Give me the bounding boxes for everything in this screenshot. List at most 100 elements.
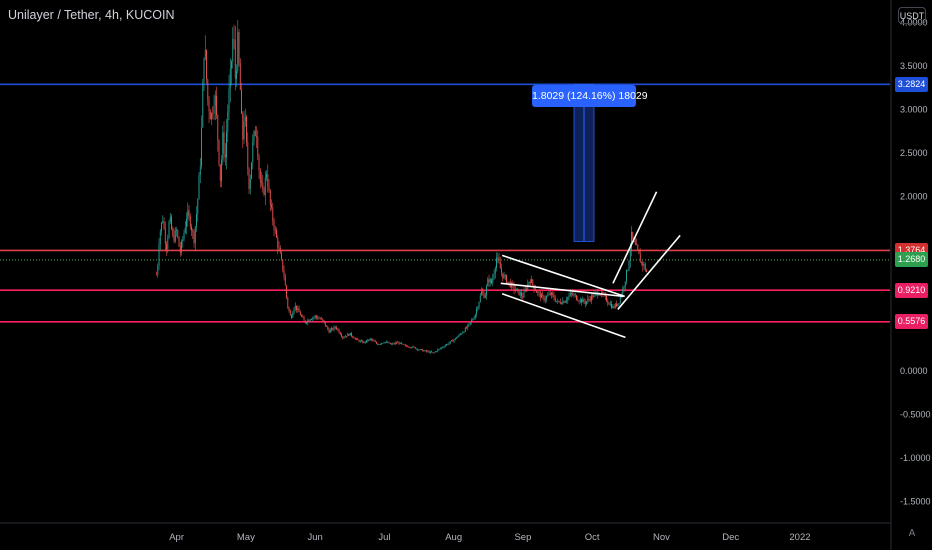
- candle-body: [358, 340, 360, 342]
- candle-body: [407, 346, 409, 348]
- auto-scale-icon[interactable]: A: [908, 528, 916, 539]
- candle-body: [393, 343, 395, 345]
- candle-body: [343, 337, 345, 339]
- candle-body: [188, 210, 190, 217]
- candle-body: [321, 318, 322, 320]
- candle-body: [496, 257, 497, 268]
- x-tick-label: Apr: [169, 532, 184, 543]
- candle-body: [334, 326, 336, 328]
- candle-body: [354, 338, 356, 340]
- candle-body: [499, 262, 501, 269]
- candle-body: [352, 336, 354, 338]
- candle-body: [361, 340, 362, 342]
- candle-body: [616, 303, 617, 306]
- candle-body: [482, 291, 484, 294]
- candle-body: [254, 131, 256, 136]
- candle-body: [577, 299, 579, 301]
- candle-body: [521, 292, 522, 296]
- candle-body: [332, 328, 334, 330]
- candle-body: [238, 32, 240, 64]
- candle-body: [451, 340, 452, 342]
- candle-body: [206, 50, 207, 80]
- candle-body: [249, 178, 251, 189]
- candle-body: [609, 303, 611, 305]
- candle-body: [262, 182, 264, 189]
- candle-body: [281, 253, 282, 260]
- candle-body: [554, 298, 556, 302]
- candle-body: [549, 293, 551, 295]
- candle-body: [169, 216, 171, 222]
- x-tick-label: Aug: [445, 532, 462, 543]
- candle-body: [227, 111, 229, 132]
- candle-body: [506, 275, 507, 283]
- candle-body: [191, 226, 192, 231]
- candle-body: [189, 216, 191, 227]
- candle-body: [604, 294, 606, 297]
- candle-body: [274, 229, 276, 231]
- candle-body: [412, 346, 414, 348]
- candle-body: [489, 279, 491, 283]
- candle-body: [313, 316, 315, 318]
- candle-body: [572, 293, 574, 295]
- candle-body: [634, 241, 636, 245]
- candle-body: [241, 89, 242, 114]
- candle-body: [247, 142, 249, 169]
- candle-body: [167, 237, 169, 250]
- candle-body: [271, 204, 272, 208]
- trendline[interactable]: [500, 282, 624, 298]
- candle-body: [367, 340, 369, 341]
- trendline[interactable]: [612, 191, 658, 284]
- candle-body: [182, 239, 184, 242]
- candle-body: [309, 319, 311, 321]
- candle-body: [514, 289, 516, 291]
- candle-body: [392, 343, 394, 345]
- candle-body: [456, 337, 457, 339]
- candle-body: [181, 241, 182, 253]
- candle-body: [507, 281, 509, 283]
- candle-body: [536, 290, 537, 293]
- candle-body: [301, 315, 302, 317]
- candle-body: [179, 246, 181, 253]
- candle-body: [389, 342, 391, 344]
- candle-body: [212, 113, 214, 115]
- candle-body: [424, 350, 426, 352]
- candle-body: [222, 132, 224, 160]
- y-tick-label: 2.5000: [900, 148, 928, 158]
- trendline-drawings: [500, 191, 681, 339]
- candle-body: [174, 230, 176, 242]
- candle-body: [272, 207, 274, 221]
- candle-body: [631, 231, 632, 250]
- candle-body: [504, 275, 506, 276]
- y-tick-label: 2.0000: [900, 192, 928, 202]
- candle-body: [156, 274, 157, 276]
- candle-body: [284, 276, 286, 286]
- candle-body: [252, 140, 254, 163]
- candle-body: [623, 286, 625, 289]
- x-tick-label: Oct: [585, 532, 600, 543]
- candle-body: [166, 244, 167, 250]
- candle-body: [296, 305, 297, 310]
- trendline[interactable]: [501, 254, 625, 298]
- candle-body: [243, 121, 245, 140]
- candle-body: [287, 297, 289, 308]
- candle-body: [356, 338, 357, 340]
- candle-body: [606, 296, 607, 302]
- candle-body: [643, 264, 645, 266]
- candle-body: [423, 350, 425, 352]
- candle-body: [608, 303, 610, 305]
- candle-body: [449, 341, 451, 343]
- candle-body: [282, 259, 284, 271]
- candle-body: [203, 57, 205, 82]
- candle-body: [256, 135, 257, 137]
- trendline[interactable]: [501, 292, 626, 339]
- candle-body: [618, 303, 620, 304]
- candle-body: [589, 299, 591, 301]
- candle-body: [336, 327, 337, 329]
- currency-button[interactable]: USDT: [898, 7, 926, 24]
- candle-body: [477, 307, 479, 310]
- candle-body: [199, 166, 201, 175]
- trendline[interactable]: [617, 234, 681, 310]
- candle-body: [202, 81, 204, 128]
- candle-body: [452, 340, 454, 342]
